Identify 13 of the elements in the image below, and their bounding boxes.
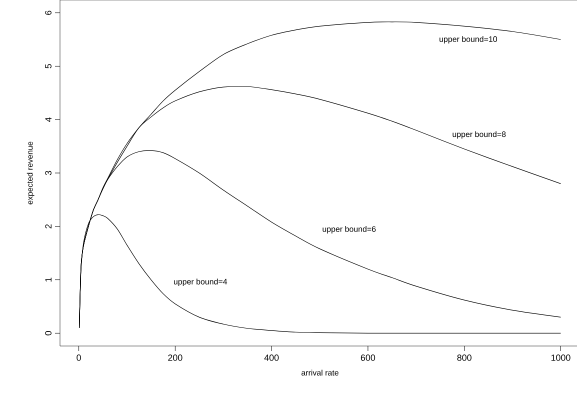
x-tick-label: 400: [264, 354, 279, 361]
y-tick-label: 2: [45, 224, 52, 228]
y-tick-label: 6: [45, 10, 52, 15]
x-tick-label: 1000: [551, 354, 570, 361]
x-tick-label: 800: [457, 354, 472, 361]
x-tick-label: 200: [168, 354, 182, 361]
x-tick-label: 600: [360, 354, 376, 361]
y-tick-label: 1: [45, 278, 52, 282]
y-tick-label: 3: [45, 170, 52, 176]
y-tick-label: 0: [45, 331, 52, 336]
y-tick-label: 4: [45, 117, 52, 122]
x-tick-label: 0: [76, 354, 81, 361]
y-tick-label: 5: [45, 64, 52, 68]
